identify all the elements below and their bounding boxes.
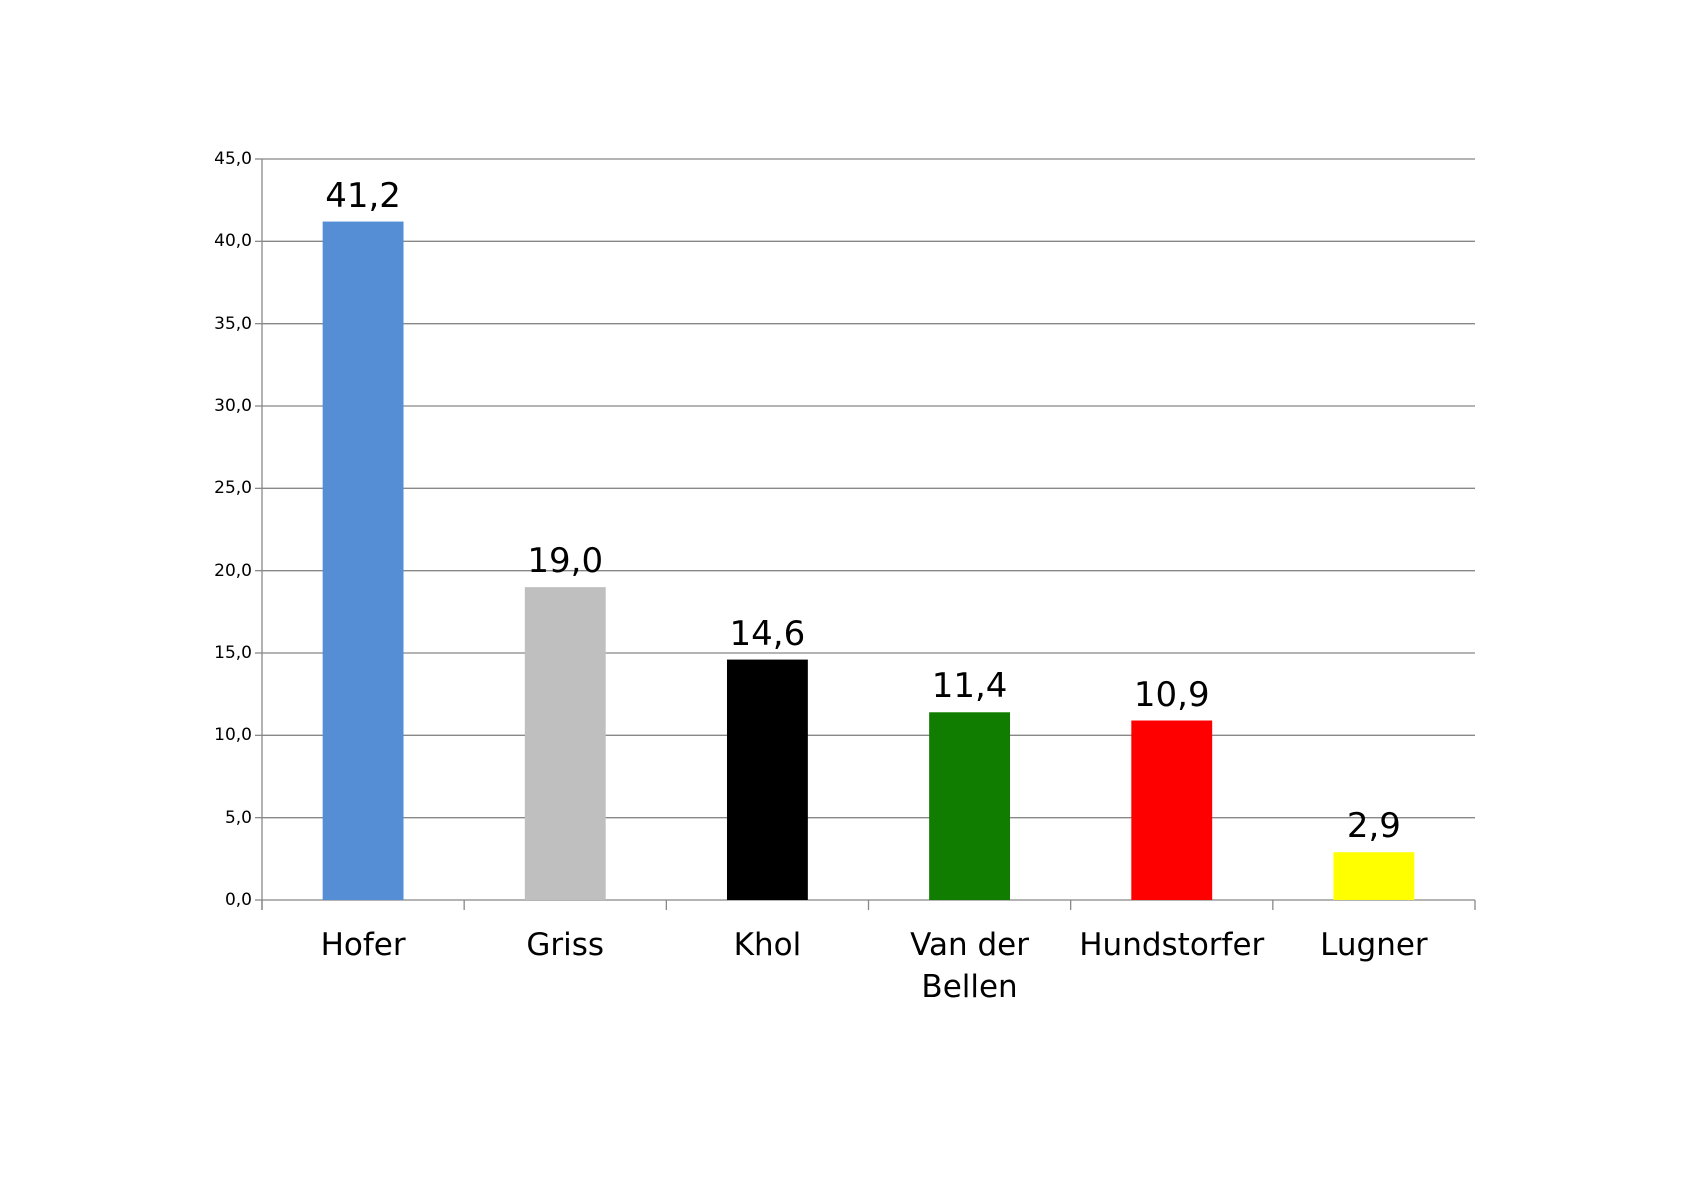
bar xyxy=(322,221,404,900)
x-tick-label: Hofer xyxy=(320,927,406,963)
value-label: 2,9 xyxy=(1346,806,1401,847)
x-tick-label: Lugner xyxy=(1320,927,1428,963)
bar xyxy=(726,659,808,900)
x-tick-label: Khol xyxy=(733,927,802,963)
x-tick-label: Van der Bellen xyxy=(910,927,1029,1005)
value-label: 41,2 xyxy=(325,175,401,216)
y-tick-label: 40,0 xyxy=(214,231,252,252)
y-tick-label: 30,0 xyxy=(214,396,252,416)
y-tick-label: 35,0 xyxy=(214,313,252,334)
y-tick-label: 5,0 xyxy=(224,807,252,828)
bar xyxy=(1131,720,1213,900)
value-label: 10,9 xyxy=(1133,674,1210,715)
bar xyxy=(1333,852,1415,900)
y-tick-label: 15,0 xyxy=(214,643,252,663)
x-tick-label: Griss xyxy=(526,927,605,963)
y-tick-label: 10,0 xyxy=(214,725,252,746)
bar xyxy=(929,712,1011,900)
x-tick-label: Hundstorfer xyxy=(1079,927,1265,963)
y-tick-label: 25,0 xyxy=(214,478,252,499)
value-label: 14,6 xyxy=(729,613,806,654)
bar xyxy=(524,587,606,900)
y-tick-label: 45,0 xyxy=(214,149,252,169)
value-label: 19,0 xyxy=(527,541,604,582)
y-tick-label: 0,0 xyxy=(224,890,252,910)
value-label: 11,4 xyxy=(931,666,1008,707)
y-tick-label: 20,0 xyxy=(214,560,252,581)
